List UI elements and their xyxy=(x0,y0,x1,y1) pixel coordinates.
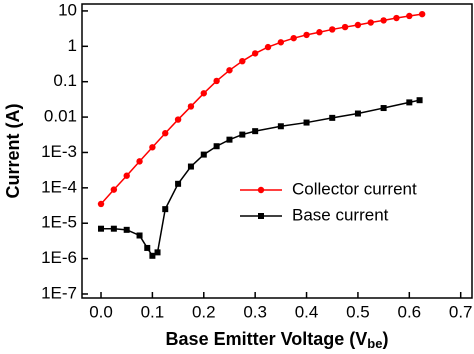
marker xyxy=(149,252,156,259)
y-tick-label: 0.01 xyxy=(44,107,77,126)
marker xyxy=(329,114,336,121)
y-tick-label: 0.1 xyxy=(53,71,77,90)
marker xyxy=(162,206,169,213)
plot-frame xyxy=(81,3,473,299)
marker xyxy=(187,103,195,110)
x-tick-label: 0.6 xyxy=(397,302,421,321)
marker xyxy=(144,244,151,251)
marker xyxy=(123,172,130,179)
marker xyxy=(416,97,423,104)
x-tick-label: 0.7 xyxy=(449,302,473,321)
series-line xyxy=(100,13,423,205)
x-tick-label: 0.3 xyxy=(243,302,267,321)
marker xyxy=(380,105,387,112)
y-axis-label: Current (A) xyxy=(3,104,23,199)
y-tick-label: 1E-5 xyxy=(41,213,77,232)
x-label-close: ) xyxy=(382,329,388,349)
legend-label: Collector current xyxy=(292,179,417,198)
marker xyxy=(226,136,233,143)
y-tick-label: 1E-3 xyxy=(41,142,77,161)
marker xyxy=(110,225,117,232)
marker xyxy=(367,19,374,26)
x-tick-label: 0.5 xyxy=(346,302,370,321)
marker xyxy=(418,10,426,18)
y-tick-label: 1E-4 xyxy=(41,177,77,196)
y-tick-label: 1E-6 xyxy=(41,248,77,267)
marker xyxy=(174,116,182,123)
marker xyxy=(341,23,349,31)
marker xyxy=(239,131,246,138)
marker xyxy=(97,200,105,208)
legend-marker xyxy=(257,186,265,194)
marker xyxy=(154,249,161,256)
x-tick-label: 0.1 xyxy=(141,302,165,321)
marker xyxy=(393,14,400,22)
marker xyxy=(406,12,413,20)
marker xyxy=(406,99,413,106)
marker xyxy=(175,180,182,187)
x-tick-label: 0.0 xyxy=(89,302,113,321)
marker xyxy=(290,34,297,42)
marker xyxy=(200,90,207,97)
marker xyxy=(98,225,105,232)
marker xyxy=(123,226,130,233)
marker xyxy=(110,186,118,193)
marker xyxy=(354,110,361,117)
marker xyxy=(162,130,169,137)
marker xyxy=(213,77,220,85)
legend-label: Base current xyxy=(292,205,389,224)
marker xyxy=(303,119,310,126)
marker xyxy=(329,26,336,33)
x-label-text: Base Emitter Voltage (V xyxy=(166,329,368,349)
marker xyxy=(380,17,387,24)
marker xyxy=(187,163,194,170)
x-tick-label: 0.4 xyxy=(295,302,319,321)
marker xyxy=(251,50,259,57)
marker xyxy=(277,39,285,46)
marker xyxy=(316,29,323,36)
marker xyxy=(264,43,272,51)
y-tick-label: 10 xyxy=(58,0,77,19)
marker xyxy=(200,151,207,158)
marker xyxy=(354,21,362,29)
marker xyxy=(149,144,156,151)
marker xyxy=(239,57,246,65)
y-tick-label: 1 xyxy=(68,36,77,55)
marker xyxy=(213,143,220,150)
legend-marker xyxy=(258,213,264,219)
series-line xyxy=(101,99,420,257)
y-tick-label: 1E-7 xyxy=(41,283,77,302)
marker xyxy=(226,67,233,74)
marker xyxy=(136,232,143,239)
marker xyxy=(136,158,143,165)
marker xyxy=(303,31,310,39)
x-axis-label: Base Emitter Voltage (Vbe) xyxy=(166,329,389,352)
marker xyxy=(252,128,259,135)
marker xyxy=(277,123,284,130)
x-tick-label: 0.2 xyxy=(192,302,216,321)
x-label-sub: be xyxy=(367,336,382,351)
